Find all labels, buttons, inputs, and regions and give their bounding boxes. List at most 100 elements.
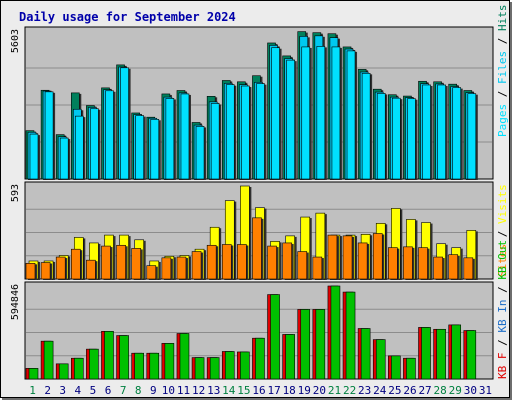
- kb-out-bar: [28, 368, 39, 380]
- kb-panel: 594846: [10, 281, 494, 380]
- day-label: 13: [207, 384, 220, 397]
- kb-out-bar: [270, 294, 280, 380]
- day-label: 29: [449, 384, 462, 397]
- day-label: 7: [120, 384, 127, 397]
- vertical-legend: Sites / Visits: [496, 184, 509, 277]
- sites-bar: [418, 247, 428, 280]
- legend-kbout: KB Out: [496, 240, 509, 280]
- legend-separator: /: [496, 224, 509, 244]
- day-label: 24: [373, 384, 387, 397]
- day-label: 21: [328, 384, 341, 397]
- chart-panels: 5603 593 594846: [10, 26, 494, 380]
- legend-hits: Hits: [496, 5, 509, 32]
- kb-out-bar: [391, 355, 401, 380]
- sites-bar: [327, 234, 338, 280]
- sites-bar: [116, 244, 126, 280]
- panel-max-label: 5603: [10, 29, 21, 53]
- kb-out-bar: [375, 339, 386, 380]
- legend-separator: /: [496, 280, 509, 300]
- kb-out-bar: [330, 285, 341, 380]
- kb-out-bar: [164, 343, 175, 380]
- day-label: 10: [162, 384, 175, 397]
- pages-bar: [29, 133, 39, 180]
- kb-out-bar: [451, 324, 462, 380]
- pages-bar: [256, 83, 265, 180]
- pages-bar: [135, 115, 144, 180]
- pages-bar: [316, 46, 326, 180]
- kb-out-bar: [58, 363, 69, 380]
- sites-bar: [70, 248, 81, 280]
- sites-bar: [403, 246, 413, 280]
- sites-bar: [101, 245, 111, 280]
- sites-bar: [252, 217, 262, 280]
- pages-bar: [180, 93, 190, 180]
- pages-bar: [271, 47, 280, 180]
- pages-bar: [422, 84, 431, 180]
- kb-out-bar: [179, 333, 190, 380]
- pages-bar: [241, 85, 250, 180]
- sites-bar: [312, 256, 323, 280]
- legend-kbf: KB F: [496, 353, 509, 380]
- legend-files: Files: [496, 51, 509, 84]
- sites-bar: [267, 245, 277, 280]
- kb-out-bar: [315, 309, 326, 380]
- kb-out-bar: [466, 330, 477, 380]
- day-label: 1: [29, 384, 36, 397]
- sites-bar: [237, 244, 247, 280]
- legend-sites: Sites: [496, 244, 509, 277]
- sites-bar: [191, 251, 202, 280]
- pages-bar: [301, 46, 311, 180]
- day-labels: 1 2 3 4 5 6 7 8 9 10 11 12 13 14 15 16 17 18 19 20 21 22 23 24 2…: [29, 384, 492, 397]
- sites-bar: [282, 242, 292, 280]
- kb-out-bar: [209, 357, 220, 380]
- pages-bar: [392, 97, 401, 180]
- day-label: 30: [464, 384, 477, 397]
- pages-bar: [286, 59, 295, 180]
- sites-bar: [297, 251, 308, 280]
- day-label: 31: [479, 384, 492, 397]
- legend-separator: /: [496, 31, 509, 51]
- sites-bar: [206, 244, 217, 280]
- day-label: 23: [358, 384, 371, 397]
- pages-bar: [225, 84, 235, 180]
- kb-out-bar: [119, 335, 129, 380]
- kb-out-bar: [73, 357, 84, 380]
- day-label: 20: [313, 384, 326, 397]
- sites-bar: [40, 262, 51, 280]
- sites-bar: [448, 254, 459, 280]
- sites-bar: [388, 247, 398, 280]
- panel-max-label: 593: [10, 184, 21, 202]
- sites-bar: [176, 256, 187, 280]
- day-label: 19: [298, 384, 311, 397]
- sites-bar: [357, 242, 368, 280]
- pages-bar: [407, 98, 416, 180]
- sites-bar: [221, 244, 232, 280]
- kb-out-bar: [345, 291, 356, 380]
- day-label: 18: [283, 384, 296, 397]
- kb-out-bar: [421, 327, 431, 380]
- pages-bar: [210, 103, 220, 180]
- kb-out-bar: [89, 348, 99, 380]
- pages-bar: [452, 87, 462, 180]
- sites-bar: [342, 235, 353, 280]
- sites-bar: [146, 265, 157, 280]
- legend-kbin: KB In: [496, 300, 509, 333]
- pages-bar: [165, 98, 175, 180]
- day-label: 26: [403, 384, 416, 397]
- hits-files-pages-panel: 5603: [10, 26, 494, 181]
- legend-visits: Visits: [496, 184, 509, 224]
- pages-bar: [361, 73, 371, 180]
- sites-bar: [372, 233, 383, 280]
- kb-out-bar: [406, 357, 416, 380]
- kb-out-bar: [240, 351, 250, 380]
- vertical-legend: KB F / KB In / KB Out: [496, 240, 509, 379]
- sites-bar: [55, 256, 66, 280]
- day-label: 8: [135, 384, 142, 397]
- pages-bar: [437, 84, 446, 180]
- day-label: 15: [237, 384, 250, 397]
- chart-title: Daily usage for September 2024: [19, 10, 236, 24]
- pages-bar: [44, 91, 54, 180]
- vertical-legend: Pages / Files / Hits: [496, 5, 509, 138]
